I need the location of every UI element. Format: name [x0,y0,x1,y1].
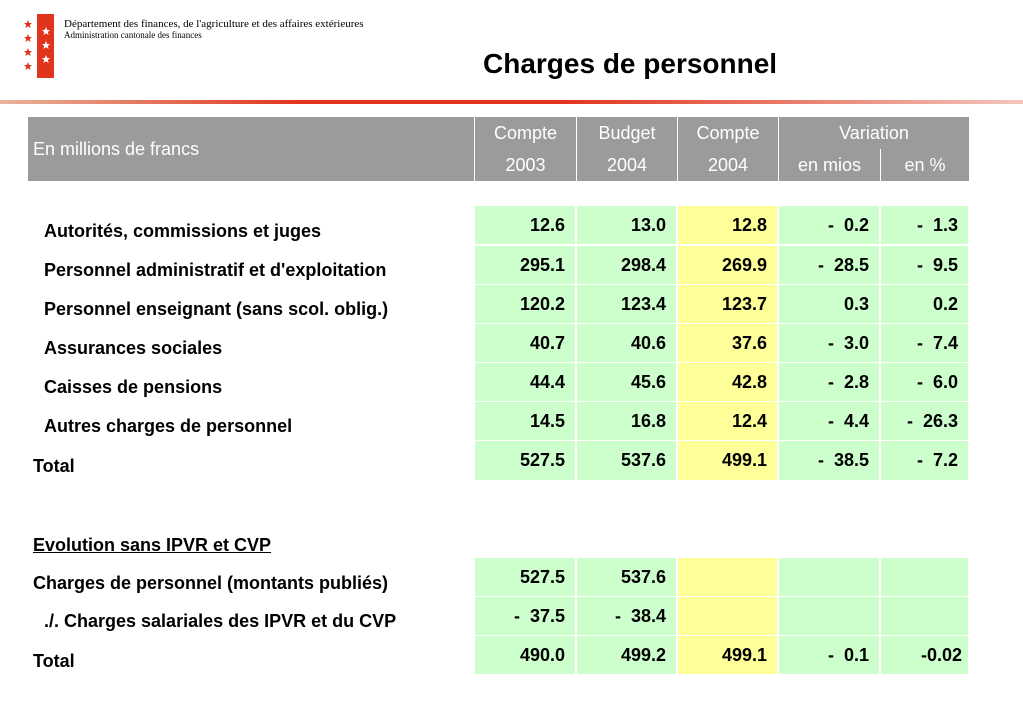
unit-label-text: En millions de francs [33,139,200,159]
canton-valais-logo [20,14,54,78]
cell-compte-2004: 42.8 [678,363,778,401]
cell-variation-pct: - 7.4 [881,324,969,362]
cell-compte-2004: 269.9 [678,246,778,284]
cell-compte-2003: 12.6 [475,206,576,244]
cell-compte-2004 [678,558,778,596]
cell-compte-2004: 12.8 [678,206,778,244]
header-budget-2004-line1: Budget [598,123,656,143]
cell-variation-mios: - 0.1 [779,636,880,674]
row-separator [474,323,970,324]
row-separator [474,401,970,402]
cell-variation-pct [881,558,969,596]
cell-variation-mios: - 2.8 [779,363,880,401]
cell-variation-pct: - 6.0 [881,363,969,401]
cell-compte-2003: 40.7 [475,324,576,362]
row-label: Caisses de pensions [44,377,223,397]
row-label: Assurances sociales [44,338,223,358]
cell-compte-2003: 14.5 [475,402,576,440]
cell-compte-2003: 295.1 [475,246,576,284]
cell-variation-mios [779,597,880,635]
cell-budget-2004: 45.6 [577,363,677,401]
header-budget-2004: Budget 2004 [577,117,677,181]
cell-budget-2004: 499.2 [577,636,677,674]
row-separator [474,284,970,285]
header-variation-mios: en mios [779,149,880,181]
row-separator [474,440,970,441]
cell-variation-mios: 0.3 [779,285,880,323]
header-compte-2003-line1: Compte [493,123,558,143]
cell-compte-2004: 499.1 [678,636,778,674]
cell-variation-pct: - 9.5 [881,246,969,284]
cell-compte-2003: 120.2 [475,285,576,323]
row-label: Autorités, commissions et juges [44,221,322,241]
header-compte-2003: Compte 2003 [475,117,576,181]
cell-variation-mios [779,558,880,596]
department-name: Département des finances, de l'agricultu… [64,18,364,30]
header-variation: Variation [779,117,969,149]
header-variation-pct: en % [881,149,969,181]
cell-compte-2004: 123.7 [678,285,778,323]
cell-variation-mios: - 38.5 [779,441,880,480]
header-compte-2004: Compte 2004 [678,117,778,181]
cell-variation-mios: - 4.4 [779,402,880,440]
row-label: ./. Charges salariales des IPVR et du CV… [44,611,397,631]
row-label: Charges de personnel (montants publiés) [33,573,389,593]
cell-compte-2004 [678,597,778,635]
cell-variation-mios: - 0.2 [779,206,880,244]
header-variation-text: Variation [839,123,909,143]
cell-budget-2004: - 38.4 [577,597,677,635]
cell-budget-2004: 16.8 [577,402,677,440]
header-unit-label: En millions de francs [28,117,474,181]
cell-budget-2004: 40.6 [577,324,677,362]
header-compte-2003-line2: 2003 [505,155,546,175]
cell-variation-pct: - 1.3 [881,206,969,244]
row-label: Personnel administratif et d'exploitatio… [44,260,387,280]
header-variation-pct-text: en % [904,155,946,175]
title-divider [0,100,1023,104]
cell-compte-2004: 12.4 [678,402,778,440]
cell-budget-2004: 298.4 [577,246,677,284]
cell-compte-2003: 527.5 [475,558,576,596]
cell-variation-pct: -0.02 [881,636,969,674]
cell-compte-2003: 44.4 [475,363,576,401]
header-compte-2004-line2: 2004 [707,155,749,175]
row-separator [474,245,970,246]
cell-variation-pct: 0.2 [881,285,969,323]
cell-compte-2003: - 37.5 [475,597,576,635]
header-budget-2004-line2: 2004 [606,155,648,175]
administration-name: Administration cantonale des finances [64,30,202,40]
cell-compte-2003: 490.0 [475,636,576,674]
cell-variation-pct: - 7.2 [881,441,969,480]
header-variation-mios-text: en mios [797,155,862,175]
row-label: Autres charges de personnel [44,416,293,436]
cell-budget-2004: 537.6 [577,558,677,596]
cell-variation-pct [881,597,969,635]
cell-variation-mios: - 28.5 [779,246,880,284]
cell-budget-2004: 123.4 [577,285,677,323]
cell-variation-mios: - 3.0 [779,324,880,362]
cell-compte-2004: 37.6 [678,324,778,362]
page-title: Charges de personnel [483,48,778,79]
evolution-heading: Evolution sans IPVR et CVP [33,535,272,555]
row-separator [474,635,970,636]
evolution-total-label: Total [33,651,75,671]
cell-variation-pct: - 26.3 [881,402,969,440]
header-compte-2004-line1: Compte [696,123,760,143]
row-label: Personnel enseignant (sans scol. oblig.) [44,299,389,319]
cell-budget-2004: 13.0 [577,206,677,244]
row-separator [474,596,970,597]
row-separator [474,362,970,363]
department-header: Département des finances, de l'agricultu… [64,18,364,40]
total-row-label: Total [33,456,75,476]
cell-compte-2004: 499.1 [678,441,778,480]
cell-budget-2004: 537.6 [577,441,677,480]
cell-compte-2003: 527.5 [475,441,576,480]
